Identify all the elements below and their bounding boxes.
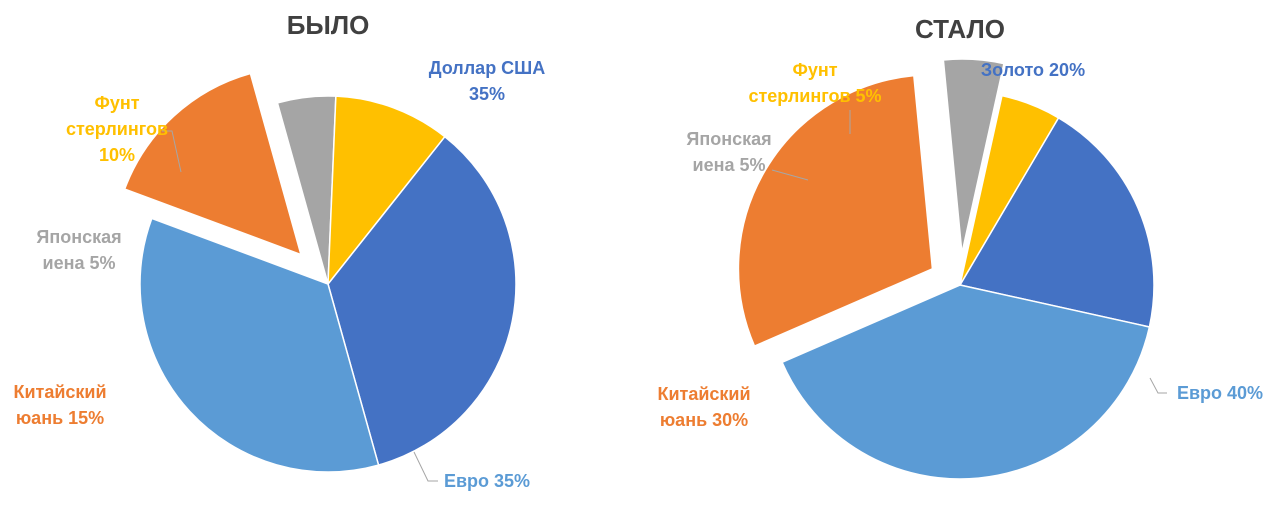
- slice-label-line: юань 15%: [16, 408, 104, 428]
- pie-slice-1-2: [737, 74, 934, 347]
- slice-label: Золото 20%: [981, 60, 1085, 80]
- slice-label-line: Фунт: [792, 60, 837, 80]
- slice-label-line: Доллар США: [429, 58, 546, 78]
- slice-label: Доллар США 35%: [429, 58, 546, 104]
- slice-label-line: иена 5%: [43, 253, 116, 273]
- slice-label-line: стерлингов 5%: [748, 86, 881, 106]
- chart-title: БЫЛО: [287, 10, 370, 40]
- leader-line: [771, 169, 809, 181]
- slice-label: Китайский юань 30%: [657, 384, 750, 430]
- pie-slice-0-0: [327, 135, 517, 466]
- slice-label-line: Китайский: [657, 384, 750, 404]
- slice-label: Японская иена 5%: [36, 227, 121, 273]
- slice-label: Китайский юань 15%: [13, 382, 106, 428]
- pie-slice-1-4: [959, 94, 1060, 286]
- slice-label: Японская иена 5%: [686, 129, 771, 175]
- slice-label: Евро 40%: [1177, 383, 1263, 403]
- slice-label: Фунт стерлингов 5%: [748, 60, 881, 106]
- pie-slice-1-0: [959, 117, 1155, 328]
- pie-slice-0-2: [123, 72, 302, 256]
- slice-label-line: Золото 20%: [981, 60, 1085, 80]
- pie-slice-0-4: [327, 95, 446, 285]
- slice-label-line: 10%: [99, 145, 135, 165]
- pie-slice-0-1: [139, 217, 380, 473]
- leader-line: [1149, 377, 1167, 394]
- slice-label: Евро 35%: [444, 471, 530, 491]
- slice-label: Фунт стерлингов 10%: [66, 93, 168, 165]
- slice-label-line: Японская: [686, 129, 771, 149]
- pie-slice-0-3: [276, 95, 337, 285]
- slice-label-line: стерлингов: [66, 119, 168, 139]
- slice-label-line: юань 30%: [660, 410, 748, 430]
- leader-line: [987, 83, 997, 99]
- pie-slice-1-3: [942, 58, 1005, 254]
- slice-label-line: Китайский: [13, 382, 106, 402]
- slice-label-line: Евро 40%: [1177, 383, 1263, 403]
- slice-label-line: Фунт: [94, 93, 139, 113]
- leader-line: [413, 451, 438, 482]
- slice-label-line: иена 5%: [693, 155, 766, 175]
- slice-label-line: 35%: [469, 84, 505, 104]
- chart-before: БЫЛО Доллар США 35% Евро 35% Китайский юань …: [13, 10, 545, 491]
- leader-line: [162, 130, 182, 173]
- slice-label-line: Японская: [36, 227, 121, 247]
- slice-label-line: Евро 35%: [444, 471, 530, 491]
- chart-after: СТАЛО Золото 20% Евро 40% Китайский юань 30…: [657, 14, 1263, 480]
- pie-slice-1-1: [781, 284, 1151, 480]
- chart-title: СТАЛО: [915, 14, 1005, 44]
